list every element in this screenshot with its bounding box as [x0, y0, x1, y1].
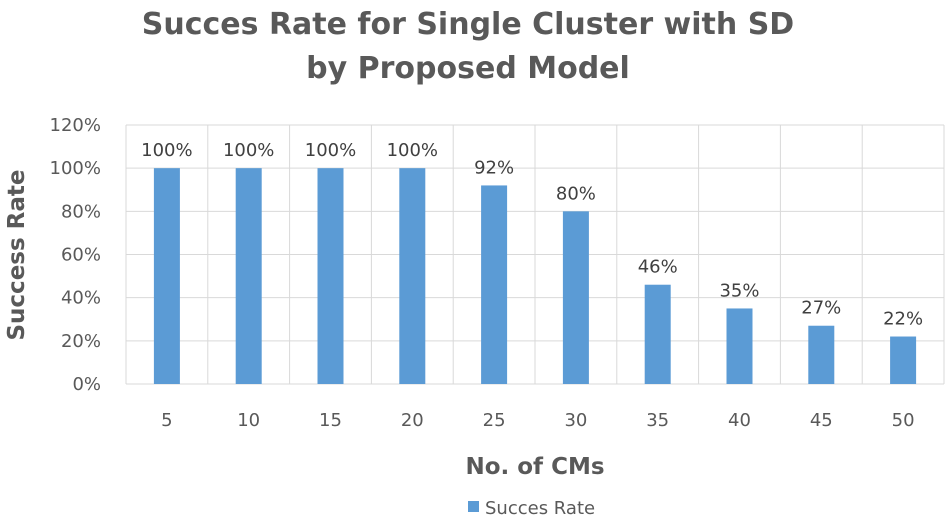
bar — [562, 211, 589, 384]
bar — [399, 168, 426, 384]
bar-value-label: 100% — [141, 140, 192, 161]
bar — [481, 185, 508, 384]
bar — [317, 168, 344, 384]
bar — [726, 308, 753, 384]
y-tick-label: 100% — [50, 158, 101, 179]
x-axis-title: No. of CMs — [465, 454, 604, 480]
y-tick-label: 40% — [61, 288, 101, 309]
bar-value-label: 27% — [801, 298, 841, 319]
y-tick-label: 0% — [72, 374, 101, 395]
chart-title-line-2: by Proposed Model — [306, 51, 630, 86]
x-tick-label: 50 — [892, 410, 915, 431]
legend-label: Succes Rate — [485, 498, 595, 519]
y-tick-label: 60% — [61, 245, 101, 266]
bar-value-label: 46% — [638, 257, 678, 278]
bar-value-label: 80% — [556, 183, 596, 204]
data-labels: 100% 100% 100% 100% 92% 80% 46% 35% 27% 22% — [141, 140, 923, 329]
gridlines — [125, 124, 945, 385]
x-tick-label: 15 — [319, 410, 342, 431]
x-tick-label: 45 — [810, 410, 833, 431]
y-tick-label: 120% — [50, 115, 101, 136]
x-tick-label: 10 — [237, 410, 260, 431]
legend-swatch — [468, 501, 479, 512]
bar-value-label: 92% — [474, 157, 514, 178]
bar-value-label: 22% — [883, 309, 923, 330]
bar — [235, 168, 262, 384]
bar-value-label: 35% — [719, 280, 759, 301]
x-tick-label: 30 — [564, 410, 587, 431]
bar — [890, 336, 917, 384]
x-tick-label: 20 — [401, 410, 424, 431]
x-tick-label: 5 — [161, 410, 172, 431]
y-axis-title: Success Rate — [4, 169, 30, 340]
y-tick-label: 80% — [61, 201, 101, 222]
bar — [153, 168, 180, 384]
bar-value-label: 100% — [305, 140, 356, 161]
y-tick-label: 20% — [61, 331, 101, 352]
bar-value-label: 100% — [223, 140, 274, 161]
x-tick-label: 40 — [728, 410, 751, 431]
legend: Succes Rate — [468, 498, 595, 519]
chart-title-line-1: Succes Rate for Single Cluster with SD — [142, 7, 794, 42]
y-axis-ticks: 0% 20% 40% 60% 80% 100% 120% — [50, 115, 101, 395]
bar-value-label: 100% — [387, 140, 438, 161]
x-tick-label: 35 — [646, 410, 669, 431]
bars — [153, 168, 917, 384]
x-axis-ticks: 5 10 15 20 25 30 35 40 45 50 — [161, 410, 914, 431]
x-tick-label: 25 — [483, 410, 506, 431]
bar — [644, 284, 671, 384]
bar — [808, 325, 835, 384]
